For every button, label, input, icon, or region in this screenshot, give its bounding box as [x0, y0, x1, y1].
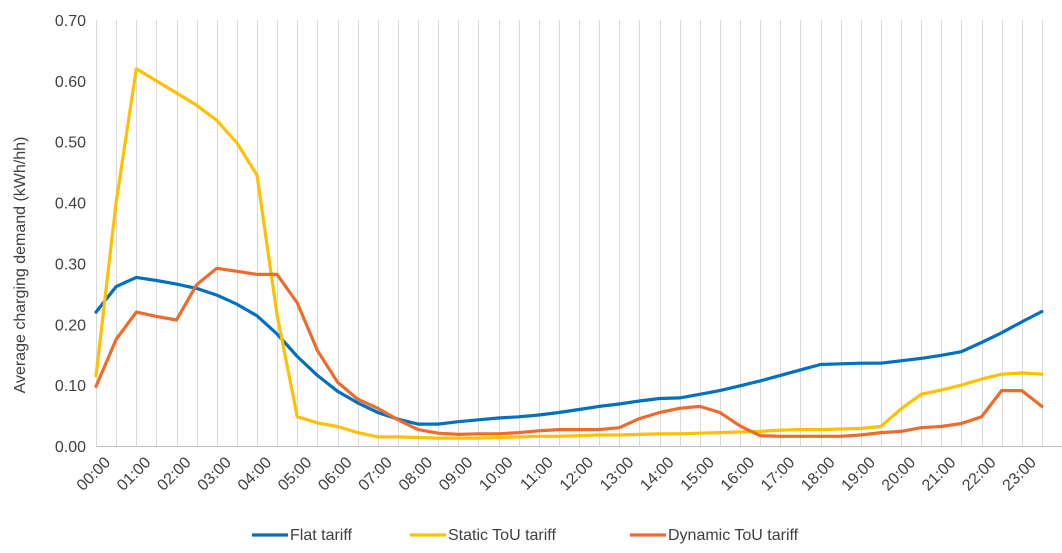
x-tick-label: 13:00	[597, 454, 637, 494]
legend-label-static-tou-tariff: Static ToU tariff	[448, 527, 556, 544]
x-tick-label: 01:00	[114, 454, 154, 494]
y-axis-tick-labels: 0.00 0.10 0.20 0.30 0.40 0.50 0.60 0.70	[55, 13, 86, 456]
x-tick-label: 18:00	[798, 454, 838, 494]
legend: Flat tariff Static ToU tariff Dynamic ToU …	[252, 527, 799, 544]
flat-tariff-line	[94, 275, 1044, 426]
x-tick-label: 08:00	[396, 454, 436, 494]
x-tick-label: 14:00	[637, 454, 677, 494]
y-tick-label: 0.20	[55, 317, 86, 334]
x-tick-label: 10:00	[476, 454, 516, 494]
x-tick-label: 20:00	[879, 454, 919, 494]
series-lines	[94, 67, 1044, 440]
x-tick-label: 16:00	[718, 454, 758, 494]
x-tick-label: 07:00	[356, 454, 396, 494]
x-tick-label: 04:00	[235, 454, 275, 494]
x-tick-label: 12:00	[557, 454, 597, 494]
gridlines	[96, 20, 1043, 446]
y-tick-label: 0.00	[55, 439, 86, 456]
x-tick-label: 15:00	[678, 454, 718, 494]
y-tick-label: 0.60	[55, 74, 86, 91]
y-tick-label: 0.40	[55, 196, 86, 213]
y-tick-label: 0.30	[55, 256, 86, 273]
legend-label-flat-tariff: Flat tariff	[290, 527, 353, 544]
x-tick-label: 23:00	[1000, 454, 1040, 494]
y-tick-label: 0.50	[55, 135, 86, 152]
x-tick-label: 19:00	[839, 454, 879, 494]
x-tick-label: 17:00	[758, 454, 798, 494]
x-tick-label: 09:00	[436, 454, 476, 494]
y-tick-label: 0.10	[55, 378, 86, 395]
x-tick-label: 02:00	[154, 454, 194, 494]
x-tick-label: 00:00	[74, 454, 114, 494]
x-tick-label: 03:00	[195, 454, 235, 494]
static-tou-tariff-line	[94, 67, 1044, 440]
x-tick-label: 11:00	[517, 454, 557, 494]
dynamic-tou-tariff-line	[94, 266, 1044, 438]
x-tick-label: 05:00	[275, 454, 315, 494]
x-tick-label: 06:00	[315, 454, 355, 494]
x-tick-label: 21:00	[919, 454, 959, 494]
y-tick-label: 0.70	[55, 13, 86, 30]
y-axis-title: Average charging demand (kWh/hh)	[12, 137, 29, 394]
x-tick-label: 22:00	[959, 454, 999, 494]
legend-label-dynamic-tou-tariff: Dynamic ToU tariff	[668, 527, 799, 544]
x-axis-tick-labels: 00:00 01:00 02:00 03:00 04:00 05:00 06:00 07:00…	[74, 454, 1040, 494]
